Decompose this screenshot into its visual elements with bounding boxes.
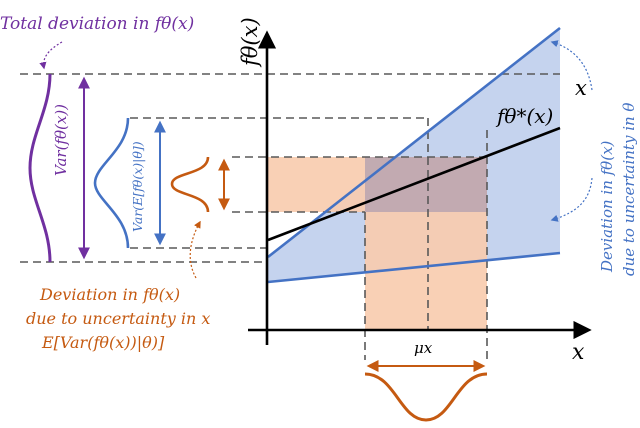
theta-callout-arrow-upper <box>550 40 593 91</box>
mean-line-label: fθ*(x) <box>497 104 554 128</box>
x-deviation-label-line3: E[Var(fθ(x))|θ)] <box>42 333 165 352</box>
total-variance-label: Var(fθ(x)) <box>52 103 70 176</box>
mu-x-label: μx <box>414 339 433 357</box>
x-distribution-curve-horizontal <box>364 372 488 422</box>
expectation-distribution-curve <box>93 117 130 249</box>
x-deviation-label-line1: Deviation in fθ(x) <box>40 285 181 304</box>
x-callout-arrow <box>189 220 201 279</box>
lower-bound-line <box>267 251 561 284</box>
expectation-variance-label: Var(E[fθ(x)|θ]) <box>130 141 145 232</box>
x-distribution-curve-vertical <box>170 156 210 213</box>
total-deviation-label: Total deviation in fθ(x) <box>0 14 195 34</box>
x-deviation-label-line2: due to uncertainty in x <box>26 309 211 328</box>
theta-deviation-label-line1: Deviation in fθ(x) <box>598 140 616 272</box>
total-callout-arrow <box>39 41 63 70</box>
x-axis-label: x <box>572 340 585 365</box>
theta-deviation-label-line2: due to uncertainty in θ <box>620 102 638 276</box>
upper-bound-line <box>267 26 561 259</box>
y-axis-label: fθ(x) <box>238 17 262 66</box>
total-distribution-curve <box>28 73 52 263</box>
theta-callout-arrow-lower <box>550 177 593 222</box>
mean-function-line <box>267 126 561 242</box>
x-axis-end-label: x <box>575 76 587 100</box>
